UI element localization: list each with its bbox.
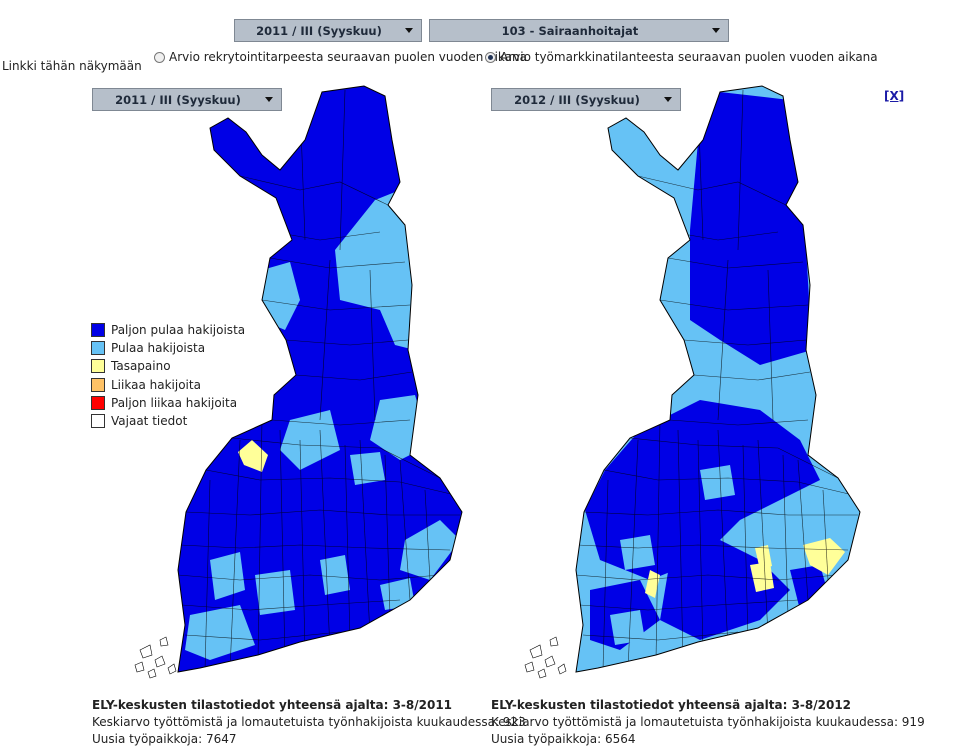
map-2011-region-savo	[400, 520, 460, 580]
map-2011-region-tavastia	[320, 555, 350, 595]
occupation-select-value: 103 - Sairaanhoitajat	[501, 23, 639, 38]
legend-swatch	[91, 359, 105, 374]
stats-average: Keskiarvo työttömistä ja lomautetuista t…	[491, 715, 925, 729]
map-legend: Paljon pulaa hakijoista Pulaa hakijoista…	[91, 321, 245, 430]
map-2011-region-southwest	[185, 605, 255, 660]
right-map-period-value: 2012 / III (Syyskuu)	[514, 92, 640, 107]
legend-label: Pulaa hakijoista	[111, 341, 206, 356]
radio-recruitment[interactable]	[154, 51, 165, 63]
map-2012-archipelago	[524, 636, 567, 679]
map-2012-region-balance-1	[645, 570, 660, 598]
map-2012-region-balance-4	[803, 538, 845, 575]
radio-labour-market-option[interactable]: Arvio työmarkkinatilanteesta seuraavan p…	[485, 50, 878, 64]
map-2012-region-balance-3	[750, 562, 774, 592]
stats-2012: ELY-keskusten tilastotiedot yhteensä aja…	[491, 697, 925, 748]
chevron-down-icon	[265, 97, 273, 102]
left-map-period-value: 2011 / III (Syyskuu)	[115, 92, 241, 107]
right-map-period-select[interactable]: 2012 / III (Syyskuu)	[491, 88, 681, 111]
map-2011-region-north-east	[335, 190, 420, 350]
chevron-down-icon	[405, 28, 413, 33]
map-2011-region-west-coast	[210, 552, 245, 600]
chevron-down-icon	[664, 97, 672, 102]
close-link[interactable]: [X]	[884, 89, 905, 103]
map-2012-region-ostrobothnia	[585, 400, 820, 580]
stats-title: ELY-keskusten tilastotiedot yhteensä aja…	[491, 698, 852, 712]
map-2011-region-ostrobothnia	[280, 410, 340, 470]
legend-item: Vajaat tiedot	[91, 412, 245, 430]
occupation-select[interactable]: 103 - Sairaanhoitajat	[429, 19, 729, 42]
legend-item: Paljon pulaa hakijoista	[91, 321, 245, 339]
map-2011-archipelago	[134, 636, 177, 679]
legend-item: Paljon liikaa hakijoita	[91, 394, 245, 412]
legend-label: Liikaa hakijoita	[111, 377, 201, 392]
legend-label: Vajaat tiedot	[111, 414, 188, 429]
stats-new-jobs: Uusia työpaikkoja: 7647	[92, 732, 237, 746]
map-2011-region-balance	[238, 440, 268, 472]
radio-labour-market[interactable]	[485, 51, 496, 63]
radio-labour-market-label: Arvio työmarkkinatilanteesta seuraavan p…	[500, 50, 878, 64]
stats-title: ELY-keskusten tilastotiedot yhteensä aja…	[92, 698, 453, 712]
chevron-down-icon	[712, 28, 720, 33]
map-2012-region-uusimaa	[610, 610, 645, 645]
stats-2011: ELY-keskusten tilastotiedot yhteensä aja…	[92, 697, 526, 748]
map-2012-region-tavastia	[620, 535, 655, 570]
legend-item: Pulaa hakijoista	[91, 339, 245, 357]
legend-label: Tasapaino	[111, 359, 171, 374]
legend-swatch	[91, 323, 105, 338]
legend-item: Liikaa hakijoita	[91, 376, 245, 394]
map-2011-outline	[177, 85, 463, 673]
link-to-view[interactable]: Linkki tähän näkymään	[2, 59, 142, 73]
map-2011-region-central	[350, 452, 385, 485]
stats-average: Keskiarvo työttömistä ja lomautetuista t…	[92, 715, 526, 729]
legend-swatch	[91, 377, 105, 392]
legend-swatch	[91, 341, 105, 356]
map-2012-region-central	[700, 465, 735, 500]
left-map-period-select[interactable]: 2011 / III (Syyskuu)	[92, 88, 282, 111]
legend-item: Tasapaino	[91, 357, 245, 375]
map-2011-region-north-west	[262, 262, 300, 330]
map-2011-region-south	[255, 570, 295, 615]
legend-swatch	[91, 395, 105, 410]
legend-swatch	[91, 414, 105, 429]
radio-recruitment-label: Arvio rekrytointitarpeesta seuraavan puo…	[169, 50, 527, 64]
stats-new-jobs: Uusia työpaikkoja: 6564	[491, 732, 636, 746]
legend-label: Paljon liikaa hakijoita	[111, 395, 238, 410]
radio-recruitment-option[interactable]: Arvio rekrytointitarpeesta seuraavan puo…	[154, 50, 527, 64]
period-select[interactable]: 2011 / III (Syyskuu)	[234, 19, 422, 42]
period-select-value: 2011 / III (Syyskuu)	[256, 23, 382, 38]
legend-label: Paljon pulaa hakijoista	[111, 323, 246, 338]
map-2012-outline	[575, 85, 861, 673]
map-2012-region-lapland	[690, 92, 812, 365]
